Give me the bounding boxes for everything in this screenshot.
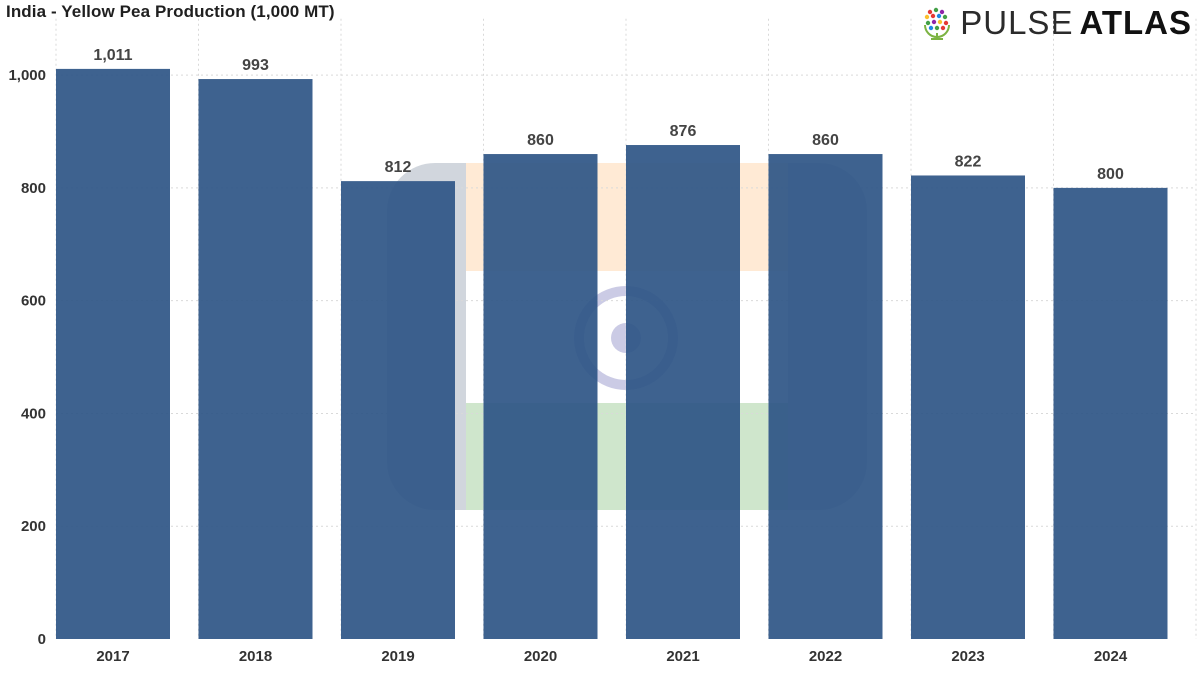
x-tick-label-2024: 2024 (1094, 648, 1128, 665)
y-tick-label: 200 (21, 518, 46, 535)
bar-2018 (198, 79, 313, 639)
x-tick-label-2020: 2020 (524, 648, 557, 665)
data-label-2021: 876 (670, 123, 697, 140)
bar-2019 (341, 181, 455, 639)
y-tick-label: 600 (21, 293, 46, 310)
bar-2020 (483, 154, 598, 639)
y-tick-label: 400 (21, 405, 46, 422)
bars (56, 68, 1168, 640)
x-tick-label-2017: 2017 (96, 648, 129, 665)
bar-2021 (626, 145, 740, 639)
data-label-2023: 822 (955, 153, 982, 170)
x-tick-label-2018: 2018 (239, 648, 272, 665)
x-tick-label-2022: 2022 (809, 648, 842, 665)
data-label-2017: 1,011 (93, 47, 132, 64)
brand-word-atlas: ATLAS (1079, 4, 1192, 41)
y-tick-label: 800 (21, 180, 46, 197)
bar-2017 (56, 68, 170, 640)
data-label-2019: 812 (385, 159, 412, 176)
bar-2022 (768, 154, 883, 639)
data-label-2024: 800 (1097, 166, 1124, 183)
x-tick-label-2023: 2023 (951, 648, 984, 665)
data-label-2020: 860 (527, 132, 554, 149)
data-labels: 1,011 993 812 860 876 860 822 800 (93, 47, 1124, 183)
y-tick-label: 0 (38, 631, 46, 648)
y-tick-label: 1,000 (8, 67, 46, 84)
x-axis: 2017 2018 2019 2020 2021 2022 2023 2024 (96, 648, 1128, 665)
data-label-2022: 860 (812, 132, 839, 149)
y-axis: 0 200 400 600 800 1,000 (8, 67, 46, 648)
brand-logo: PULSE ATLAS (920, 4, 1192, 42)
x-tick-label-2019: 2019 (381, 648, 414, 665)
globe-logo-icon (924, 7, 951, 40)
bar-2023 (911, 175, 1025, 640)
chart-title: India - Yellow Pea Production (1,000 MT) (6, 2, 335, 21)
bar-2024 (1053, 187, 1168, 639)
data-label-2018: 993 (242, 57, 269, 74)
x-tick-label-2021: 2021 (666, 648, 699, 665)
